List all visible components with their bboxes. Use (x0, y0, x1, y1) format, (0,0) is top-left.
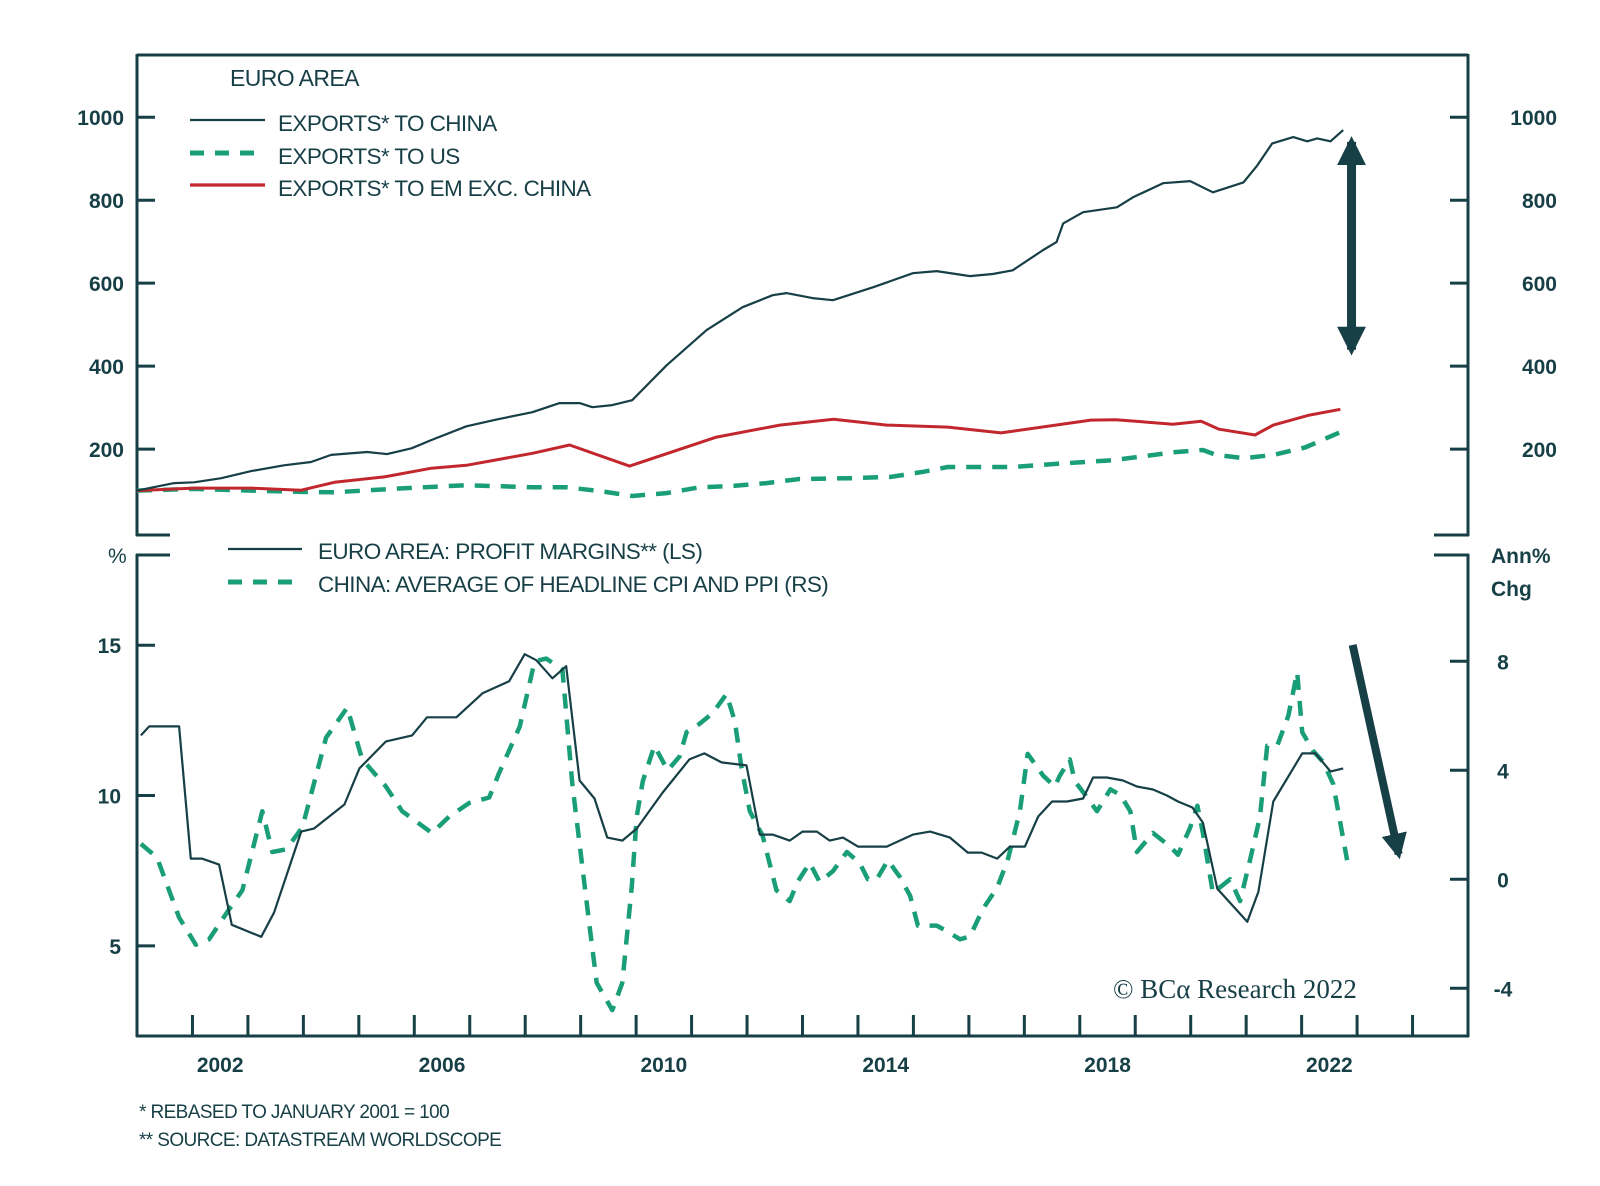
series-line-exports-to-us (136, 430, 1342, 499)
bottom-left-ytick-label: 5 (109, 936, 121, 959)
bottom-panel-y-ticks: 5 10 15 -4 0 4 8 (98, 635, 1513, 1001)
footnote-rebased: * REBASED TO JANUARY 2001 = 100 (139, 1102, 449, 1123)
top-panel-title: EURO AREA (230, 65, 360, 91)
x-tick-label: 2010 (640, 1054, 687, 1077)
x-tick-label: 2006 (419, 1054, 466, 1077)
footnote-source: ** SOURCE: DATASTREAM WORLDSCOPE (139, 1130, 501, 1151)
top-left-ytick-label: 800 (89, 190, 124, 213)
right-axis-unit-label-line1: Ann% (1491, 545, 1551, 568)
top-panel-y-ticks: 200 200 400 400 600 600 800 800 1000 1000 (77, 107, 1557, 462)
top-left-ytick-label: 600 (89, 273, 124, 296)
legend-label-exports-us: EXPORTS* TO US (278, 144, 460, 169)
bottom-right-ytick-label: -4 (1494, 978, 1513, 1001)
top-right-ytick-label: 800 (1522, 190, 1557, 213)
top-right-ytick-label: 600 (1522, 273, 1557, 296)
series-line-euro-area-profit-margins-ls (140, 653, 1344, 938)
bottom-right-ytick-label: 8 (1497, 651, 1509, 674)
bottom-panel-frame (135, 553, 1470, 1038)
down-arrow-icon (1348, 644, 1407, 860)
bottom-left-ytick-label: 15 (98, 635, 122, 658)
top-right-ytick-label: 400 (1522, 356, 1557, 379)
top-panel-series (136, 129, 1344, 499)
copyright-notice: © BCα Research 2022 (1113, 974, 1357, 1004)
bottom-right-ytick-label: 4 (1497, 760, 1509, 783)
legend-label-exports-em: EXPORTS* TO EM EXC. CHINA (278, 176, 591, 201)
top-right-ytick-label: 200 (1522, 439, 1557, 462)
legend-label-exports-china: EXPORTS* TO CHINA (278, 111, 497, 136)
x-axis-ticks: 2002 2006 2010 2014 2018 2022 (190, 1015, 1415, 1077)
series-line-exports-to-em-exc-china (136, 407, 1341, 493)
bottom-panel-series (139, 653, 1350, 1013)
annotations (1337, 136, 1407, 860)
x-tick-label: 2022 (1306, 1054, 1353, 1077)
top-left-ytick-label: 400 (89, 356, 124, 379)
x-tick-label: 2018 (1084, 1054, 1131, 1077)
x-tick-label: 2014 (862, 1054, 909, 1077)
series-line-china-average-of-headline-cpi-and-ppi-rs (139, 656, 1350, 1013)
top-left-ytick-label: 1000 (77, 107, 124, 130)
legend-label-china-cpi-ppi: CHINA: AVERAGE OF HEADLINE CPI AND PPI (… (318, 572, 828, 597)
series-line-exports-to-china (136, 129, 1344, 492)
left-axis-unit-label: % (108, 545, 127, 568)
right-axis-unit-label-line2: Chg (1491, 578, 1532, 601)
top-right-ytick-label: 1000 (1510, 107, 1557, 130)
top-panel-frame (135, 53, 1470, 537)
bottom-right-ytick-label: 0 (1497, 869, 1509, 892)
x-tick-label: 2002 (197, 1054, 244, 1077)
bottom-left-ytick-label: 10 (98, 786, 121, 809)
legend-label-profit-margins: EURO AREA: PROFIT MARGINS** (LS) (318, 539, 702, 564)
top-left-ytick-label: 200 (89, 439, 124, 462)
